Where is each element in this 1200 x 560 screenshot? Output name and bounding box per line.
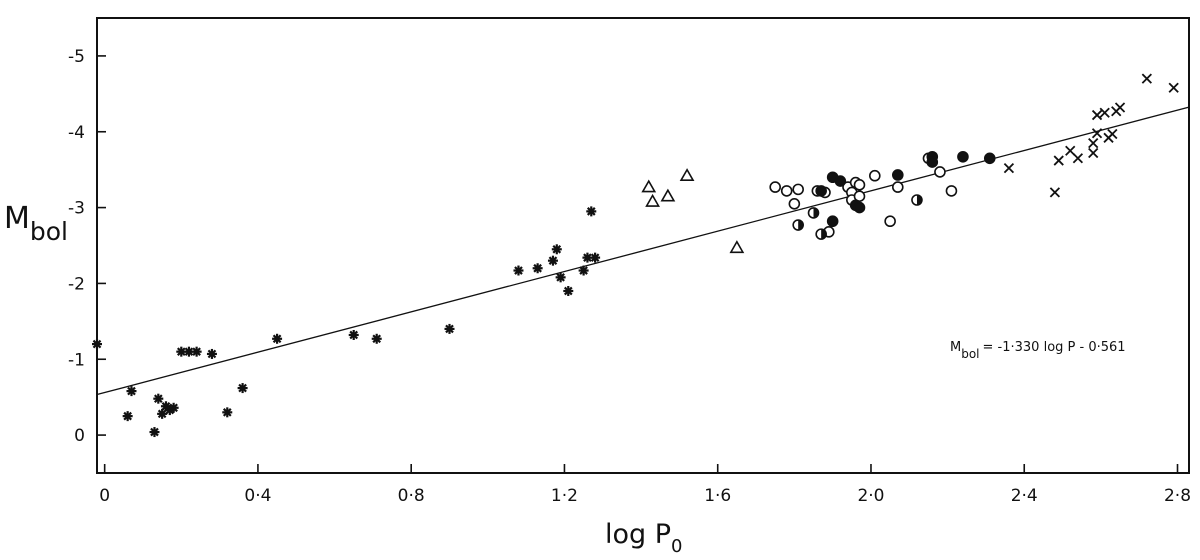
fit-equation: Mbol = -1·330 log P - 0·561 xyxy=(950,340,1126,361)
data-point-asterisk xyxy=(547,255,558,266)
data-point-cross xyxy=(1003,163,1015,174)
data-point-cross xyxy=(1107,128,1118,140)
data-point-asterisk xyxy=(157,408,168,419)
data-point-cross xyxy=(1049,187,1061,198)
data-points xyxy=(92,73,1179,438)
x-tick-label: 2·0 xyxy=(857,486,884,506)
fit-line xyxy=(96,106,1190,396)
y-tick-label: -2 xyxy=(68,274,85,294)
data-point-half-circle xyxy=(807,207,820,219)
data-point-filled-circle xyxy=(926,156,939,168)
data-point-cross xyxy=(1141,73,1152,84)
data-point-filled-circle xyxy=(834,175,847,187)
data-point-open-circle xyxy=(869,169,881,182)
data-point-asterisk xyxy=(206,348,217,359)
data-point-open-circle xyxy=(769,181,781,193)
data-point-cross xyxy=(1053,155,1064,166)
data-point-open-circle xyxy=(853,179,866,191)
x-tick-label: 1·2 xyxy=(551,486,578,506)
data-point-triangle xyxy=(660,188,676,202)
data-point-open-circle xyxy=(780,185,793,197)
data-point-asterisk xyxy=(122,411,133,422)
data-point-cross xyxy=(1065,145,1076,156)
data-point-asterisk xyxy=(149,427,160,438)
data-point-cross xyxy=(1091,109,1103,121)
data-point-open-circle xyxy=(792,183,804,196)
x-tick-label: 0 xyxy=(99,486,110,506)
data-point-half-circle xyxy=(815,228,827,240)
x-tick-label: 0·4 xyxy=(244,486,271,506)
y-tick-label: 0 xyxy=(74,426,85,446)
data-point-triangle xyxy=(641,179,657,193)
data-point-asterisk xyxy=(551,244,562,255)
data-point-asterisk xyxy=(371,333,382,344)
data-point-asterisk xyxy=(183,346,194,357)
data-point-asterisk xyxy=(586,206,597,217)
data-point-half-circle xyxy=(911,194,923,206)
data-point-asterisk xyxy=(168,402,179,413)
data-point-asterisk xyxy=(272,333,283,344)
data-point-triangle xyxy=(679,168,695,182)
data-point-asterisk xyxy=(348,329,359,340)
y-tick-label: -4 xyxy=(68,123,85,143)
data-point-cross xyxy=(1099,107,1110,118)
data-point-asterisk xyxy=(555,272,566,283)
x-axis-label-sub: 0 xyxy=(671,536,682,557)
data-point-triangle xyxy=(729,240,745,254)
data-point-asterisk xyxy=(191,346,202,357)
data-point-filled-circle xyxy=(853,201,866,214)
data-point-asterisk xyxy=(513,265,524,276)
data-point-open-circle xyxy=(891,181,904,193)
data-point-asterisk xyxy=(92,339,102,350)
data-point-open-circle xyxy=(884,215,896,228)
data-point-cross xyxy=(1114,102,1126,113)
plot-frame xyxy=(96,17,1190,474)
data-point-asterisk xyxy=(532,263,543,274)
data-point-filled-circle xyxy=(957,150,969,163)
data-point-cross xyxy=(1072,153,1084,164)
y-axis-label: Mbol xyxy=(4,201,68,246)
data-point-asterisk xyxy=(237,383,248,394)
fit-equation-m: M xyxy=(950,340,961,355)
data-point-filled-circle xyxy=(983,152,996,165)
x-axis-label-main: log P xyxy=(605,519,671,550)
data-point-asterisk xyxy=(563,286,574,296)
x-tick-label: 1·6 xyxy=(704,486,731,506)
data-point-half-circle xyxy=(792,219,804,231)
data-point-asterisk xyxy=(578,265,589,276)
x-tick-label: 2·8 xyxy=(1164,486,1191,506)
y-tick-label: -3 xyxy=(68,199,85,219)
data-point-filled-circle xyxy=(815,185,827,197)
data-point-filled-circle xyxy=(826,215,839,228)
y-axis-label-main: M xyxy=(4,201,30,236)
data-point-cross xyxy=(1088,147,1099,159)
fit-equation-rest: = -1·330 log P - 0·561 xyxy=(983,340,1126,355)
data-point-asterisk xyxy=(590,252,601,263)
data-point-triangle xyxy=(645,193,660,207)
data-point-cross xyxy=(1088,137,1099,149)
data-point-asterisk xyxy=(444,323,455,334)
data-point-filled-circle xyxy=(891,169,904,181)
x-axis-label: log P0 xyxy=(605,519,682,557)
data-point-cross xyxy=(1091,128,1103,139)
fit-equation-sub: bol xyxy=(961,347,979,361)
y-tick-label: -1 xyxy=(68,350,85,370)
axis-ticks: 0 0·4 0·8 1·2 1·6 2·0 2·4 2·8 -5 -4 -3 -2 -1 0 xyxy=(68,47,1191,506)
data-point-open-circle xyxy=(788,197,801,210)
data-point-open-circle xyxy=(945,185,958,197)
x-tick-label: 0·8 xyxy=(398,486,425,506)
data-point-asterisk xyxy=(153,393,164,404)
y-axis-label-sub: bol xyxy=(30,217,68,246)
data-point-cross xyxy=(1168,82,1179,93)
data-point-open-circle xyxy=(934,166,946,178)
y-tick-label: -5 xyxy=(68,47,85,67)
x-tick-label: 2·4 xyxy=(1011,486,1038,506)
data-point-asterisk xyxy=(126,386,137,397)
data-point-asterisk xyxy=(222,407,233,418)
